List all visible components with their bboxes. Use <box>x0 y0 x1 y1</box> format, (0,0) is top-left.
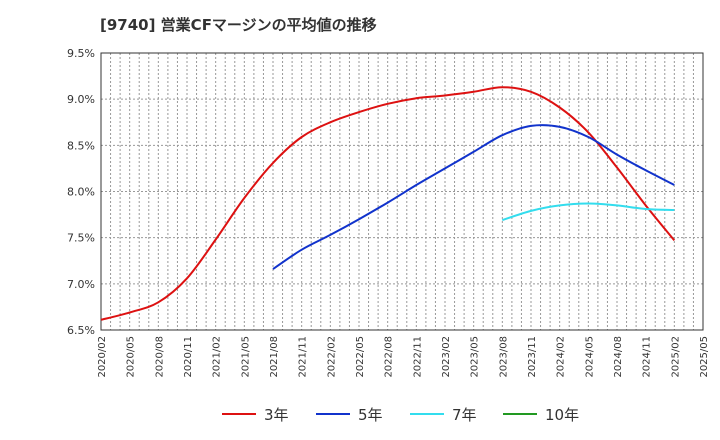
x-tick-label: 2022/05 <box>355 336 366 378</box>
series-line <box>272 124 675 270</box>
legend-swatch <box>503 413 537 415</box>
x-tick-label: 2022/11 <box>412 336 423 378</box>
x-tick-label: 2020/02 <box>97 336 108 378</box>
legend-swatch <box>410 413 444 415</box>
y-tick-label: 6.5% <box>67 324 95 337</box>
x-tick-label: 2022/02 <box>326 336 337 378</box>
y-tick-label: 7.0% <box>67 278 95 291</box>
x-tick-label: 2020/11 <box>183 336 194 378</box>
y-tick-label: 8.5% <box>67 139 95 152</box>
x-tick-label: 2024/08 <box>613 336 624 378</box>
legend-label: 3年 <box>264 406 289 424</box>
grid-lines <box>100 52 704 331</box>
series-lines <box>100 86 676 321</box>
y-tick-label: 9.5% <box>67 47 95 60</box>
x-tick-label: 2021/11 <box>298 336 309 378</box>
x-tick-label: 2021/02 <box>212 336 223 378</box>
legend: 3年 5年 7年 10年 <box>0 402 720 426</box>
x-tick-label: 2025/05 <box>699 336 710 378</box>
axes <box>100 52 704 331</box>
legend-label: 10年 <box>545 406 580 424</box>
x-tick-label: 2021/05 <box>240 336 251 378</box>
x-tick-label: 2020/08 <box>154 336 165 378</box>
legend-swatch <box>222 413 256 415</box>
x-tick-label: 2020/05 <box>126 336 137 378</box>
x-tick-label: 2023/08 <box>498 336 509 378</box>
y-tick-label: 9.0% <box>67 93 95 106</box>
x-tick-label: 2024/05 <box>584 336 595 378</box>
x-tick-label: 2022/08 <box>384 336 395 378</box>
chart-title: [9740] 営業CFマージンの平均値の推移 <box>100 16 377 34</box>
x-tick-label: 2021/08 <box>269 336 280 378</box>
series-line <box>502 202 675 222</box>
x-tick-label: 2023/05 <box>470 336 481 378</box>
legend-label: 7年 <box>452 406 477 424</box>
legend-label: 5年 <box>358 406 383 424</box>
series-line <box>100 86 676 321</box>
y-tick-label: 7.5% <box>67 232 95 245</box>
tick-labels: 6.5% 7.0% 7.5% 8.0% 8.5% 9.0% 9.5% 2020/02 2020/… <box>67 47 710 378</box>
x-tick-label: 2025/02 <box>670 336 681 378</box>
x-tick-label: 2024/11 <box>642 336 653 378</box>
plot-frame <box>100 52 704 331</box>
x-tick-label: 2023/11 <box>527 336 538 378</box>
legend-swatch <box>316 413 350 415</box>
x-tick-label: 2023/02 <box>441 336 452 378</box>
y-tick-label: 8.0% <box>67 186 95 199</box>
x-tick-label: 2024/02 <box>556 336 567 378</box>
